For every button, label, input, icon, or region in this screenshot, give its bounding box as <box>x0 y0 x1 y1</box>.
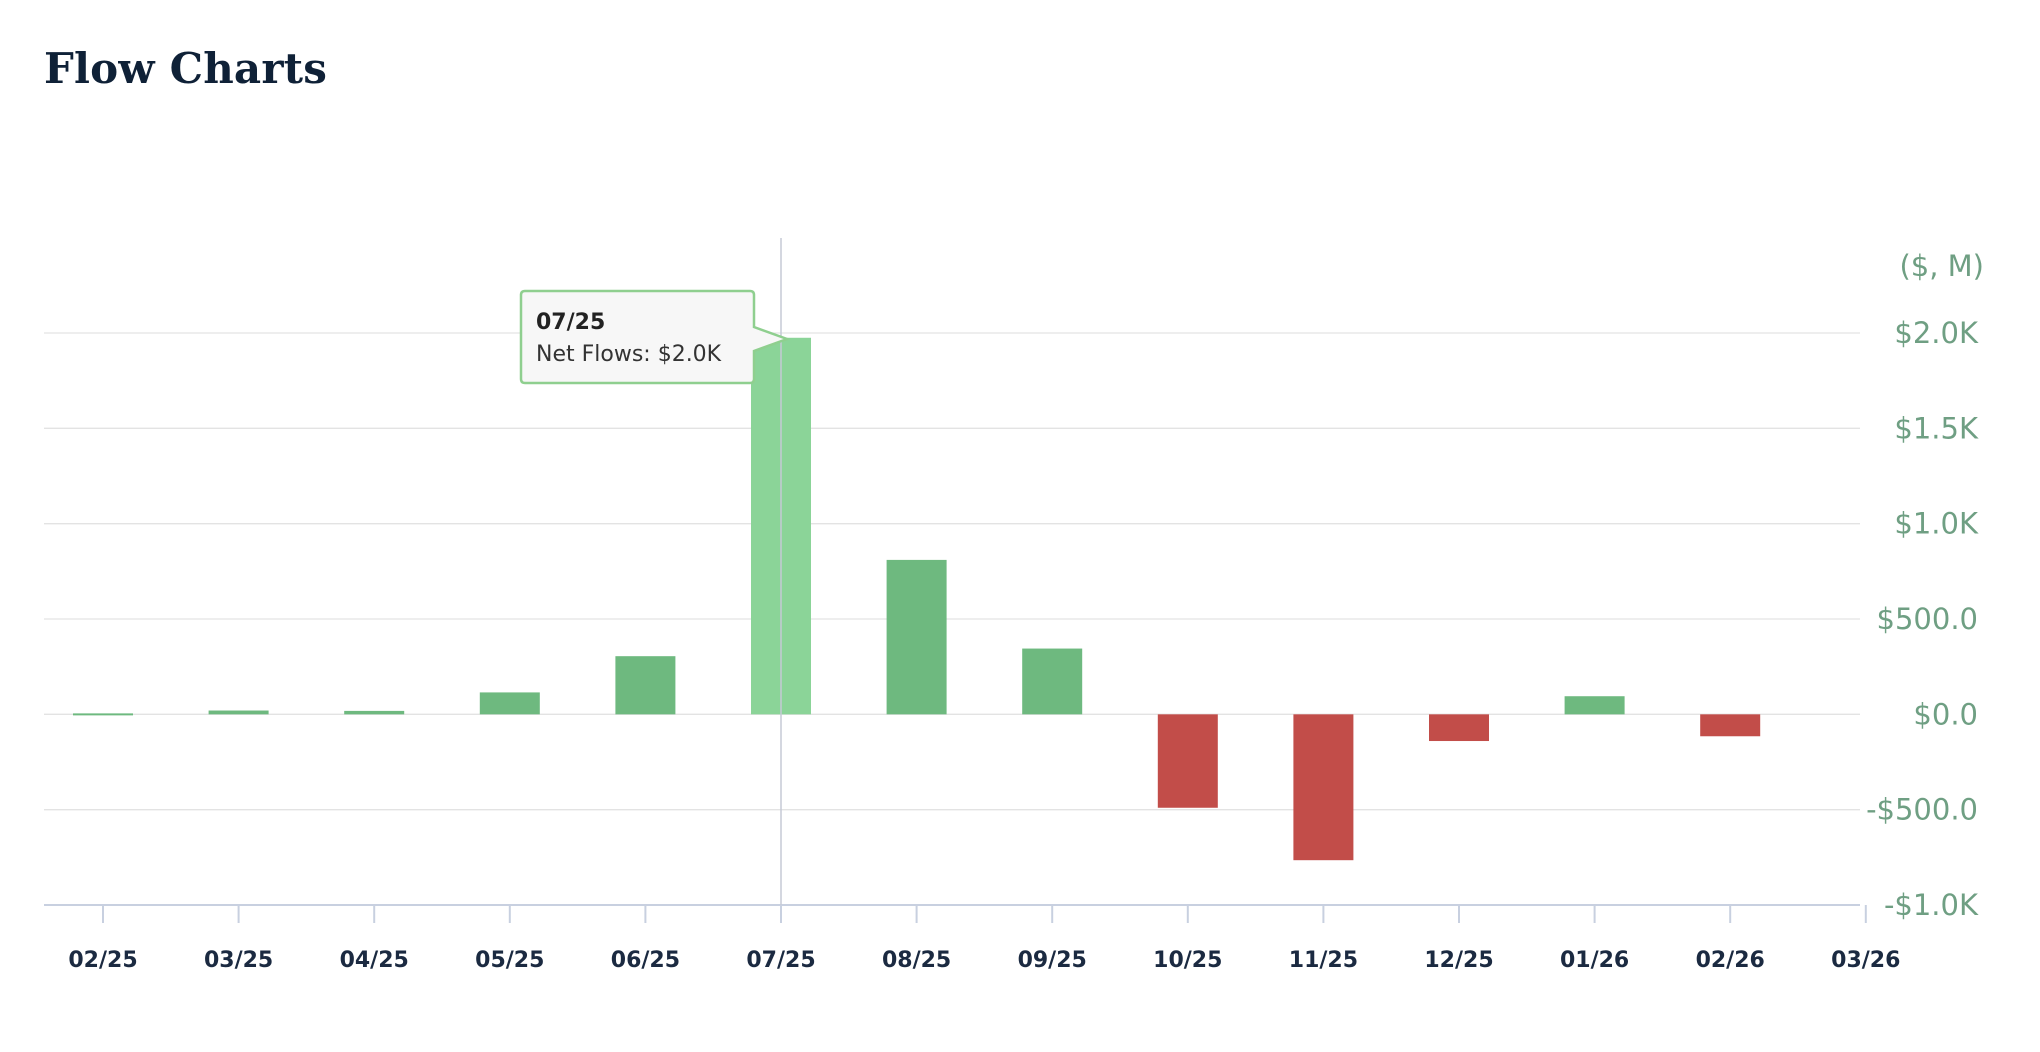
x-tick-label: 08/25 <box>882 948 951 973</box>
y-tick-label: $500.0 <box>1877 602 1978 636</box>
y-tick-label: -$1.0K <box>1884 888 1979 922</box>
bar-09-25 <box>1022 648 1083 715</box>
y-tick-label: $1.0K <box>1894 507 1979 541</box>
bar-02-25 <box>73 713 133 716</box>
bar-12-25 <box>1429 714 1489 742</box>
bar-03-25 <box>208 710 269 715</box>
bar-08-25 <box>886 559 947 715</box>
bars <box>73 337 1761 861</box>
x-tick-label: 07/25 <box>746 948 815 973</box>
x-tick-label: 04/25 <box>340 948 409 973</box>
x-tick-label: 03/26 <box>1831 948 1900 973</box>
grid-lines <box>44 332 1860 811</box>
x-tick-label: 02/25 <box>68 948 137 973</box>
x-tick-label: 01/26 <box>1560 948 1629 973</box>
x-axis <box>44 904 1867 923</box>
y-tick-label: $0.0 <box>1913 697 1978 731</box>
bar-10-25 <box>1157 714 1218 808</box>
bar-04-25 <box>344 710 405 715</box>
bar-01-26 <box>1564 696 1625 715</box>
y-tick-label: -$500.0 <box>1866 793 1978 827</box>
bar-06-25 <box>615 656 676 715</box>
y-axis-labels: -$1.0K -$500.0 $0.0 $500.0 $1.0K $1.5K $2.0K <box>1866 316 1979 922</box>
x-tick-label: 05/25 <box>475 948 544 973</box>
x-tick-label: 11/25 <box>1289 948 1358 973</box>
x-tick-label: 12/25 <box>1424 948 1493 973</box>
y-axis-unit-label: ($, M) <box>1899 249 1984 283</box>
tooltip-text: Net Flows: $2.0K <box>536 342 722 367</box>
x-tick-label: 06/25 <box>611 948 680 973</box>
x-axis-labels: 02/25 03/25 04/25 05/25 06/25 07/25 08/25 09/25… <box>68 948 1900 973</box>
tooltip: 07/25 Net Flows: $2.0K <box>519 289 791 385</box>
x-tick-label: 09/25 <box>1018 948 1087 973</box>
tooltip-box <box>519 289 791 385</box>
page-title: Flow Charts <box>44 44 328 93</box>
x-tick-label: 02/26 <box>1696 948 1765 973</box>
y-tick-label: $1.5K <box>1894 411 1979 445</box>
x-tick-label: 10/25 <box>1153 948 1222 973</box>
bar-05-25 <box>479 692 540 715</box>
tooltip-title: 07/25 <box>536 310 605 335</box>
x-tick-label: 03/25 <box>204 948 273 973</box>
y-tick-label: $2.0K <box>1894 316 1979 350</box>
bar-02-26 <box>1700 714 1761 737</box>
bar-11-25 <box>1293 714 1354 861</box>
